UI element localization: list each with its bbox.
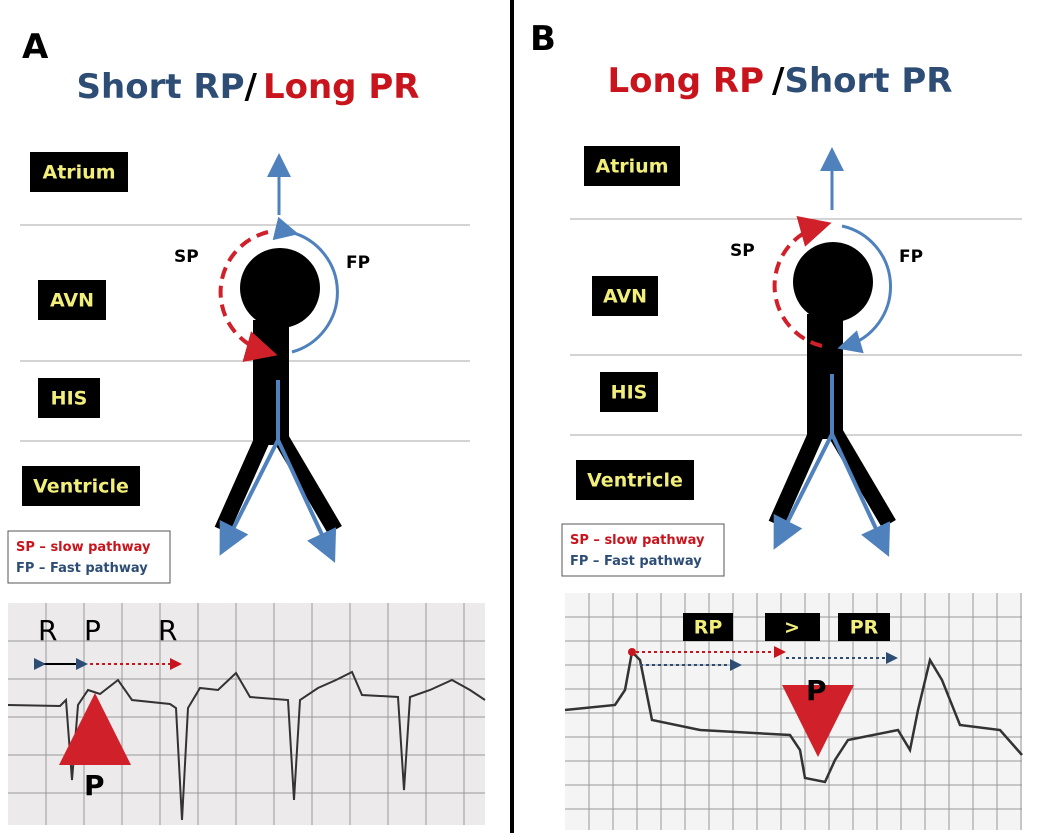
panel-a: A Short RP/Long PR Atrium AVN HIS Ventri… — [7, 27, 486, 825]
ecg-label: PR — [850, 617, 879, 639]
ecg-label: P — [84, 769, 105, 802]
panel-title: Short RP/Long PR — [77, 67, 420, 107]
pathway-label: FP — [899, 247, 923, 267]
layer-label: AVN — [603, 286, 647, 308]
ecg-label: RP — [694, 617, 723, 639]
pathway-label: FP — [346, 253, 370, 273]
panel-letter: A — [22, 27, 49, 67]
ecg-label: R — [158, 614, 177, 647]
ecg-label: P — [806, 674, 827, 707]
layer-label: Atrium — [43, 162, 116, 184]
layer-label: Ventricle — [33, 476, 129, 498]
ecg-label: R — [38, 614, 57, 647]
legend-item: SP – slow pathway — [570, 533, 705, 548]
panel-b: B Long RP/Short PR Atrium AVN HIS Ventri… — [530, 19, 1023, 830]
layer-label: AVN — [50, 290, 94, 312]
legend-item: FP – Fast pathway — [16, 561, 148, 576]
legend-item: SP – slow pathway — [16, 540, 151, 555]
layer-label: Atrium — [596, 156, 669, 178]
legend-item: FP – Fast pathway — [570, 554, 702, 569]
ecg-label: P — [84, 614, 101, 647]
layer-label: Ventricle — [587, 470, 683, 492]
ecg-label: > — [784, 617, 800, 639]
pathway-label: SP — [174, 247, 199, 267]
ecg: RP > PR P — [564, 593, 1023, 830]
panel-title: Long RP/Short PR — [608, 61, 953, 101]
layer-label: HIS — [611, 382, 648, 404]
pathway-label: SP — [730, 241, 755, 261]
layer-label: HIS — [51, 388, 88, 410]
panel-letter: B — [530, 19, 556, 59]
ecg: R P R P — [7, 603, 486, 825]
